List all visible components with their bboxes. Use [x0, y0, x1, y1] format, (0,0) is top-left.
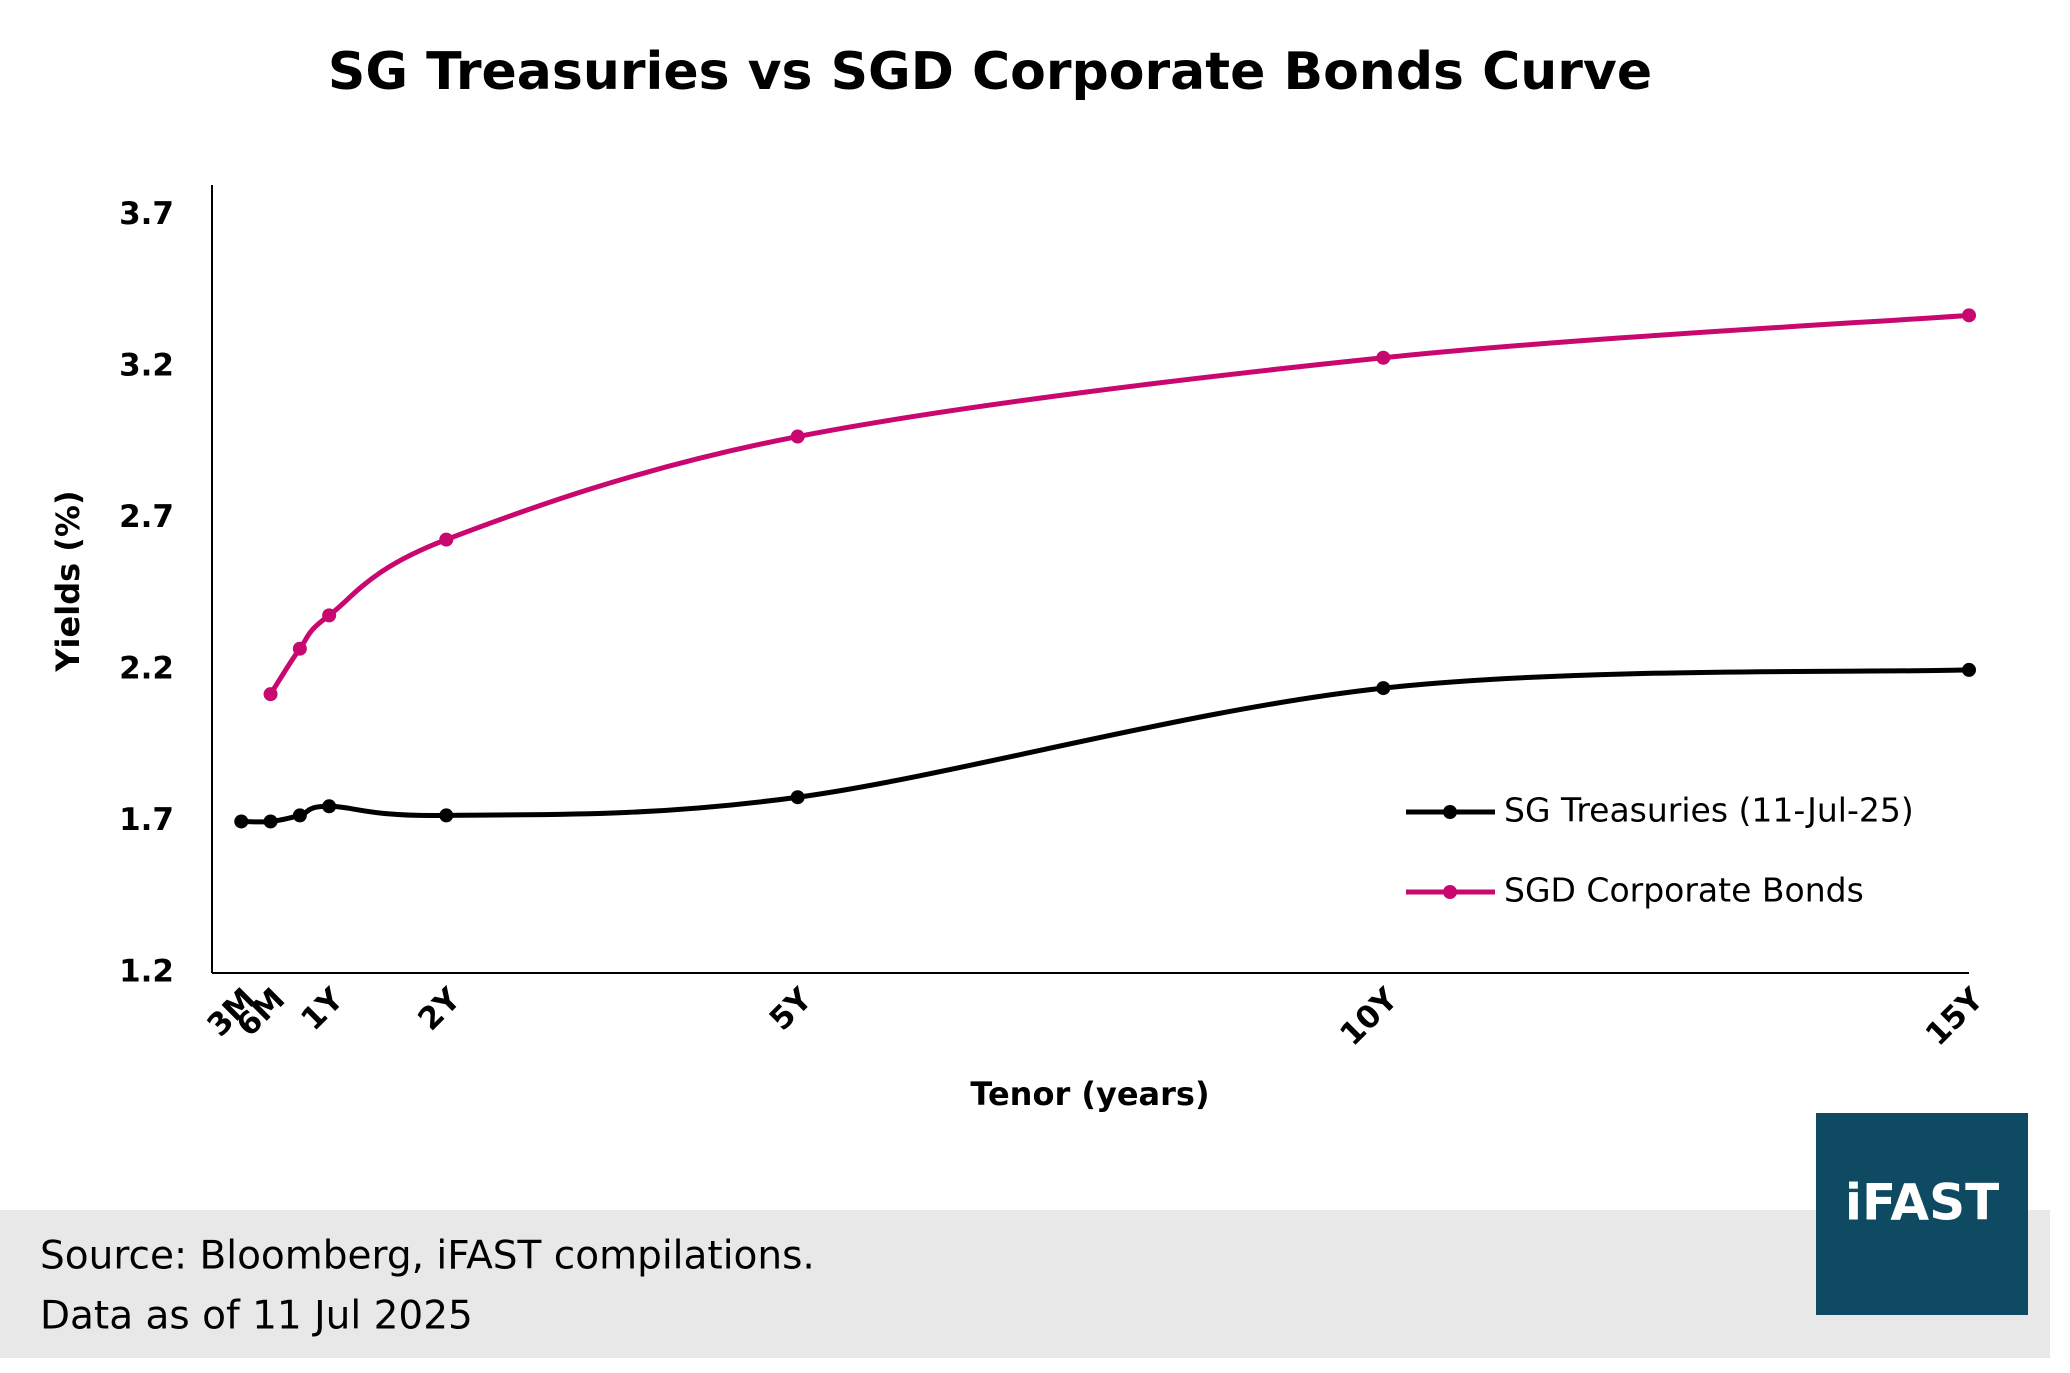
data-point: [1962, 308, 1976, 323]
x-axis-title: Tenor (years): [970, 1075, 1209, 1113]
y-tick-label: 2.7: [119, 499, 174, 535]
data-point: [263, 687, 278, 702]
logo-box: [1816, 1113, 2028, 1315]
data-point: [439, 532, 454, 547]
data-point: [263, 814, 278, 829]
y-tick-label: 1.2: [119, 954, 174, 990]
legend-marker: [1443, 805, 1457, 819]
footer-note: Data as of 11 Jul 2025: [40, 1294, 473, 1339]
data-point: [322, 799, 337, 814]
y-tick-label: 1.7: [119, 802, 174, 838]
y-tick-label: 3.7: [119, 196, 174, 232]
data-point: [292, 808, 307, 823]
legend-marker: [1443, 885, 1457, 899]
chart-title: SG Treasuries vs SGD Corporate Bonds Cur…: [328, 42, 1652, 102]
data-point: [322, 608, 337, 623]
data-point: [1376, 350, 1391, 365]
y-tick-label: 2.2: [119, 650, 174, 686]
data-point: [439, 808, 454, 823]
legend-label: SGD Corporate Bonds: [1504, 871, 1864, 910]
logo: iFAST: [1845, 1174, 1999, 1232]
data-point: [292, 641, 307, 656]
footer-source: Source: Bloomberg, iFAST compilations.: [40, 1234, 815, 1279]
data-point: [1376, 681, 1391, 696]
y-axis-title: Yields (%): [49, 490, 87, 672]
y-tick-label: 3.2: [119, 347, 174, 383]
footer-band: [0, 1210, 2050, 1358]
data-point: [790, 790, 805, 805]
background: [0, 0, 2050, 1358]
data-point: [1962, 662, 1976, 677]
data-point: [234, 814, 249, 829]
data-point: [790, 429, 805, 444]
legend-label: SG Treasuries (11-Jul-25): [1504, 791, 1914, 830]
